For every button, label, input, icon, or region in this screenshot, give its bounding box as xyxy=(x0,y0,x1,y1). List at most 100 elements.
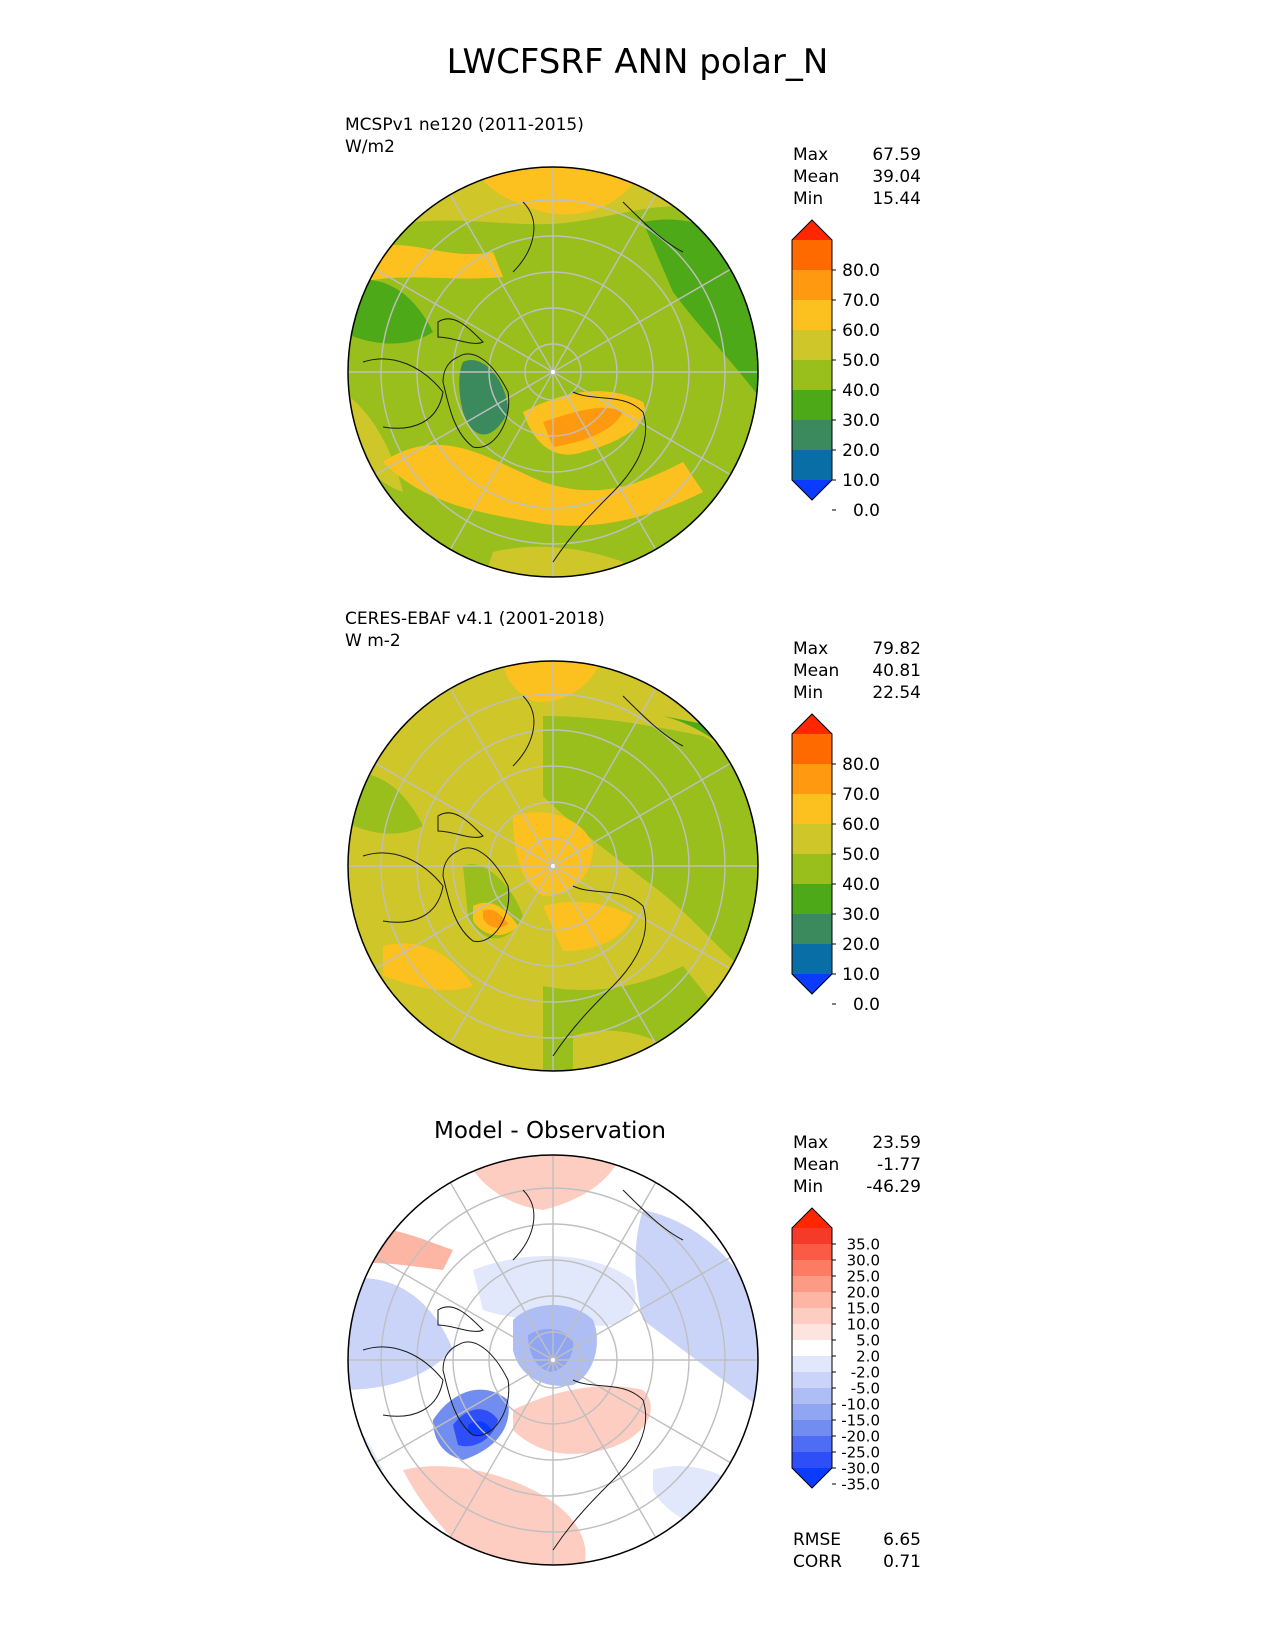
colorbar-bin xyxy=(792,1404,832,1421)
colorbar-bin xyxy=(792,330,832,361)
colorbar-bin xyxy=(792,1244,832,1261)
panel2-polar-map xyxy=(347,660,759,1072)
colorbar-bin xyxy=(792,300,832,331)
panel3-colorbar: 35.030.025.020.015.010.05.02.0-2.0-5.0-1… xyxy=(791,1207,880,1493)
stat-row: Min -46.29 xyxy=(793,1177,921,1197)
colorbar-tick-label: 70.0 xyxy=(842,291,880,311)
panel3-metrics: RMSE 6.65 CORR 0.71 xyxy=(793,1529,921,1573)
colorbar-bin xyxy=(792,1340,832,1357)
panel2-dataset: CERES-EBAF v4.1 (2001-2018) xyxy=(345,609,605,629)
colorbar-tick-label: -20.0 xyxy=(841,1427,880,1445)
colorbar-tick-label: 30.0 xyxy=(842,411,880,431)
colorbar-bin xyxy=(792,390,832,421)
colorbar-bin xyxy=(792,1260,832,1277)
metric-row: CORR 0.71 xyxy=(793,1552,921,1572)
colorbar-tick-label: 30.0 xyxy=(847,1251,880,1269)
stat-row: Mean 40.81 xyxy=(793,661,921,681)
colorbar-bin xyxy=(792,794,832,825)
colorbar-bin xyxy=(792,1228,832,1245)
colorbar-bin xyxy=(792,734,832,765)
colorbar-bin xyxy=(792,1276,832,1293)
figure-title: LWCFSRF ANN polar_N xyxy=(446,42,829,82)
colorbar-bin xyxy=(792,974,832,994)
colorbar-bin xyxy=(792,270,832,301)
stat-row: Min 15.44 xyxy=(793,189,921,209)
colorbar-bin xyxy=(792,360,832,391)
stat-row: Max 23.59 xyxy=(793,1133,921,1153)
colorbar-tick-label: -2.0 xyxy=(851,1363,880,1381)
coastlines xyxy=(362,201,684,563)
stat-row: Max 67.59 xyxy=(793,145,921,165)
colorbar-tick-label: 5.0 xyxy=(856,1331,880,1349)
colorbar-tick-label: 2.0 xyxy=(856,1347,880,1365)
colorbar-tick-label: 80.0 xyxy=(842,261,880,281)
colorbar-tick-label: -5.0 xyxy=(851,1379,880,1397)
colorbar-bin xyxy=(792,1420,832,1437)
colorbar-tick-label: 50.0 xyxy=(842,845,880,865)
colorbar-tick-label: -10.0 xyxy=(841,1395,880,1413)
coastlines xyxy=(362,695,684,1057)
colorbar-bin xyxy=(792,944,832,975)
colorbar-tick-label: -15.0 xyxy=(841,1411,880,1429)
colorbar-tick-label: 20.0 xyxy=(847,1283,880,1301)
colorbar-tick-label: -35.0 xyxy=(841,1475,880,1493)
colorbar-bin xyxy=(792,1468,832,1488)
panel1-label: MCSPv1 ne120 (2011-2015) W/m2 xyxy=(345,114,584,158)
colorbar-bin xyxy=(792,1208,832,1228)
panel3-stats: Max 23.59 Mean -1.77 Min -46.29 xyxy=(793,1132,921,1198)
colorbar-bin xyxy=(792,884,832,915)
colorbar-bin xyxy=(792,240,832,271)
colorbar-bin xyxy=(792,854,832,885)
colorbar-tick-label: 25.0 xyxy=(847,1267,880,1285)
colorbar-bin xyxy=(792,1388,832,1405)
panel1-units: W/m2 xyxy=(345,137,395,157)
colorbar-bin xyxy=(792,1372,832,1389)
graticule xyxy=(348,1155,758,1565)
colorbar-tick-label: 10.0 xyxy=(847,1315,880,1333)
panel3-title: Model - Observation xyxy=(433,1118,667,1144)
colorbar-tick-label: 0.0 xyxy=(853,501,880,518)
colorbar-tick-label: 10.0 xyxy=(842,471,880,491)
stat-row: Min 22.54 xyxy=(793,683,921,703)
colorbar-tick-label: 40.0 xyxy=(842,381,880,401)
colorbar-bin xyxy=(792,714,832,734)
colorbar-tick-label: -30.0 xyxy=(841,1459,880,1477)
colorbar-tick-label: -25.0 xyxy=(841,1443,880,1461)
graticule xyxy=(348,661,758,1071)
colorbar-tick-label: 35.0 xyxy=(847,1235,880,1253)
colorbar-bin xyxy=(792,764,832,795)
colorbar-bin xyxy=(792,914,832,945)
stat-row: Max 79.82 xyxy=(793,639,921,659)
colorbar-tick-label: 15.0 xyxy=(847,1299,880,1317)
colorbar-tick-label: 70.0 xyxy=(842,785,880,805)
colorbar-bin xyxy=(792,1308,832,1325)
panel1-dataset: MCSPv1 ne120 (2011-2015) xyxy=(345,115,584,135)
colorbar-bin xyxy=(792,1292,832,1309)
colorbar-bin xyxy=(792,1452,832,1469)
colorbar-bin xyxy=(792,450,832,481)
colorbar-tick-label: 20.0 xyxy=(842,935,880,955)
coastlines xyxy=(362,1189,684,1551)
panel2-units: W m-2 xyxy=(345,631,401,651)
colorbar-tick-label: 50.0 xyxy=(842,351,880,371)
panel3-polar-map xyxy=(347,1154,759,1566)
colorbar-tick-label: 60.0 xyxy=(842,815,880,835)
colorbar-bin xyxy=(792,824,832,855)
colorbar-bin xyxy=(792,1356,832,1373)
graticule xyxy=(348,167,758,577)
colorbar-tick-label: 80.0 xyxy=(842,755,880,775)
colorbar-tick-label: 10.0 xyxy=(842,965,880,985)
colorbar-bin xyxy=(792,1436,832,1453)
colorbar-tick-label: 30.0 xyxy=(842,905,880,925)
metric-row: RMSE 6.65 xyxy=(793,1530,921,1550)
panel2-stats: Max 79.82 Mean 40.81 Min 22.54 xyxy=(793,638,921,704)
colorbar-bin xyxy=(792,420,832,451)
panel1-polar-map xyxy=(347,166,759,578)
stat-row: Mean -1.77 xyxy=(793,1155,921,1175)
colorbar-bin xyxy=(792,1324,832,1341)
colorbar-bin xyxy=(792,480,832,500)
stat-row: Mean 39.04 xyxy=(793,167,921,187)
panel2-colorbar: 80.0 70.0 60.0 50.0 40.0 30.0 20.0 10.0 0.0 xyxy=(791,713,880,1012)
panel2-label: CERES-EBAF v4.1 (2001-2018) W m-2 xyxy=(345,608,605,652)
colorbar-tick-label: 60.0 xyxy=(842,321,880,341)
